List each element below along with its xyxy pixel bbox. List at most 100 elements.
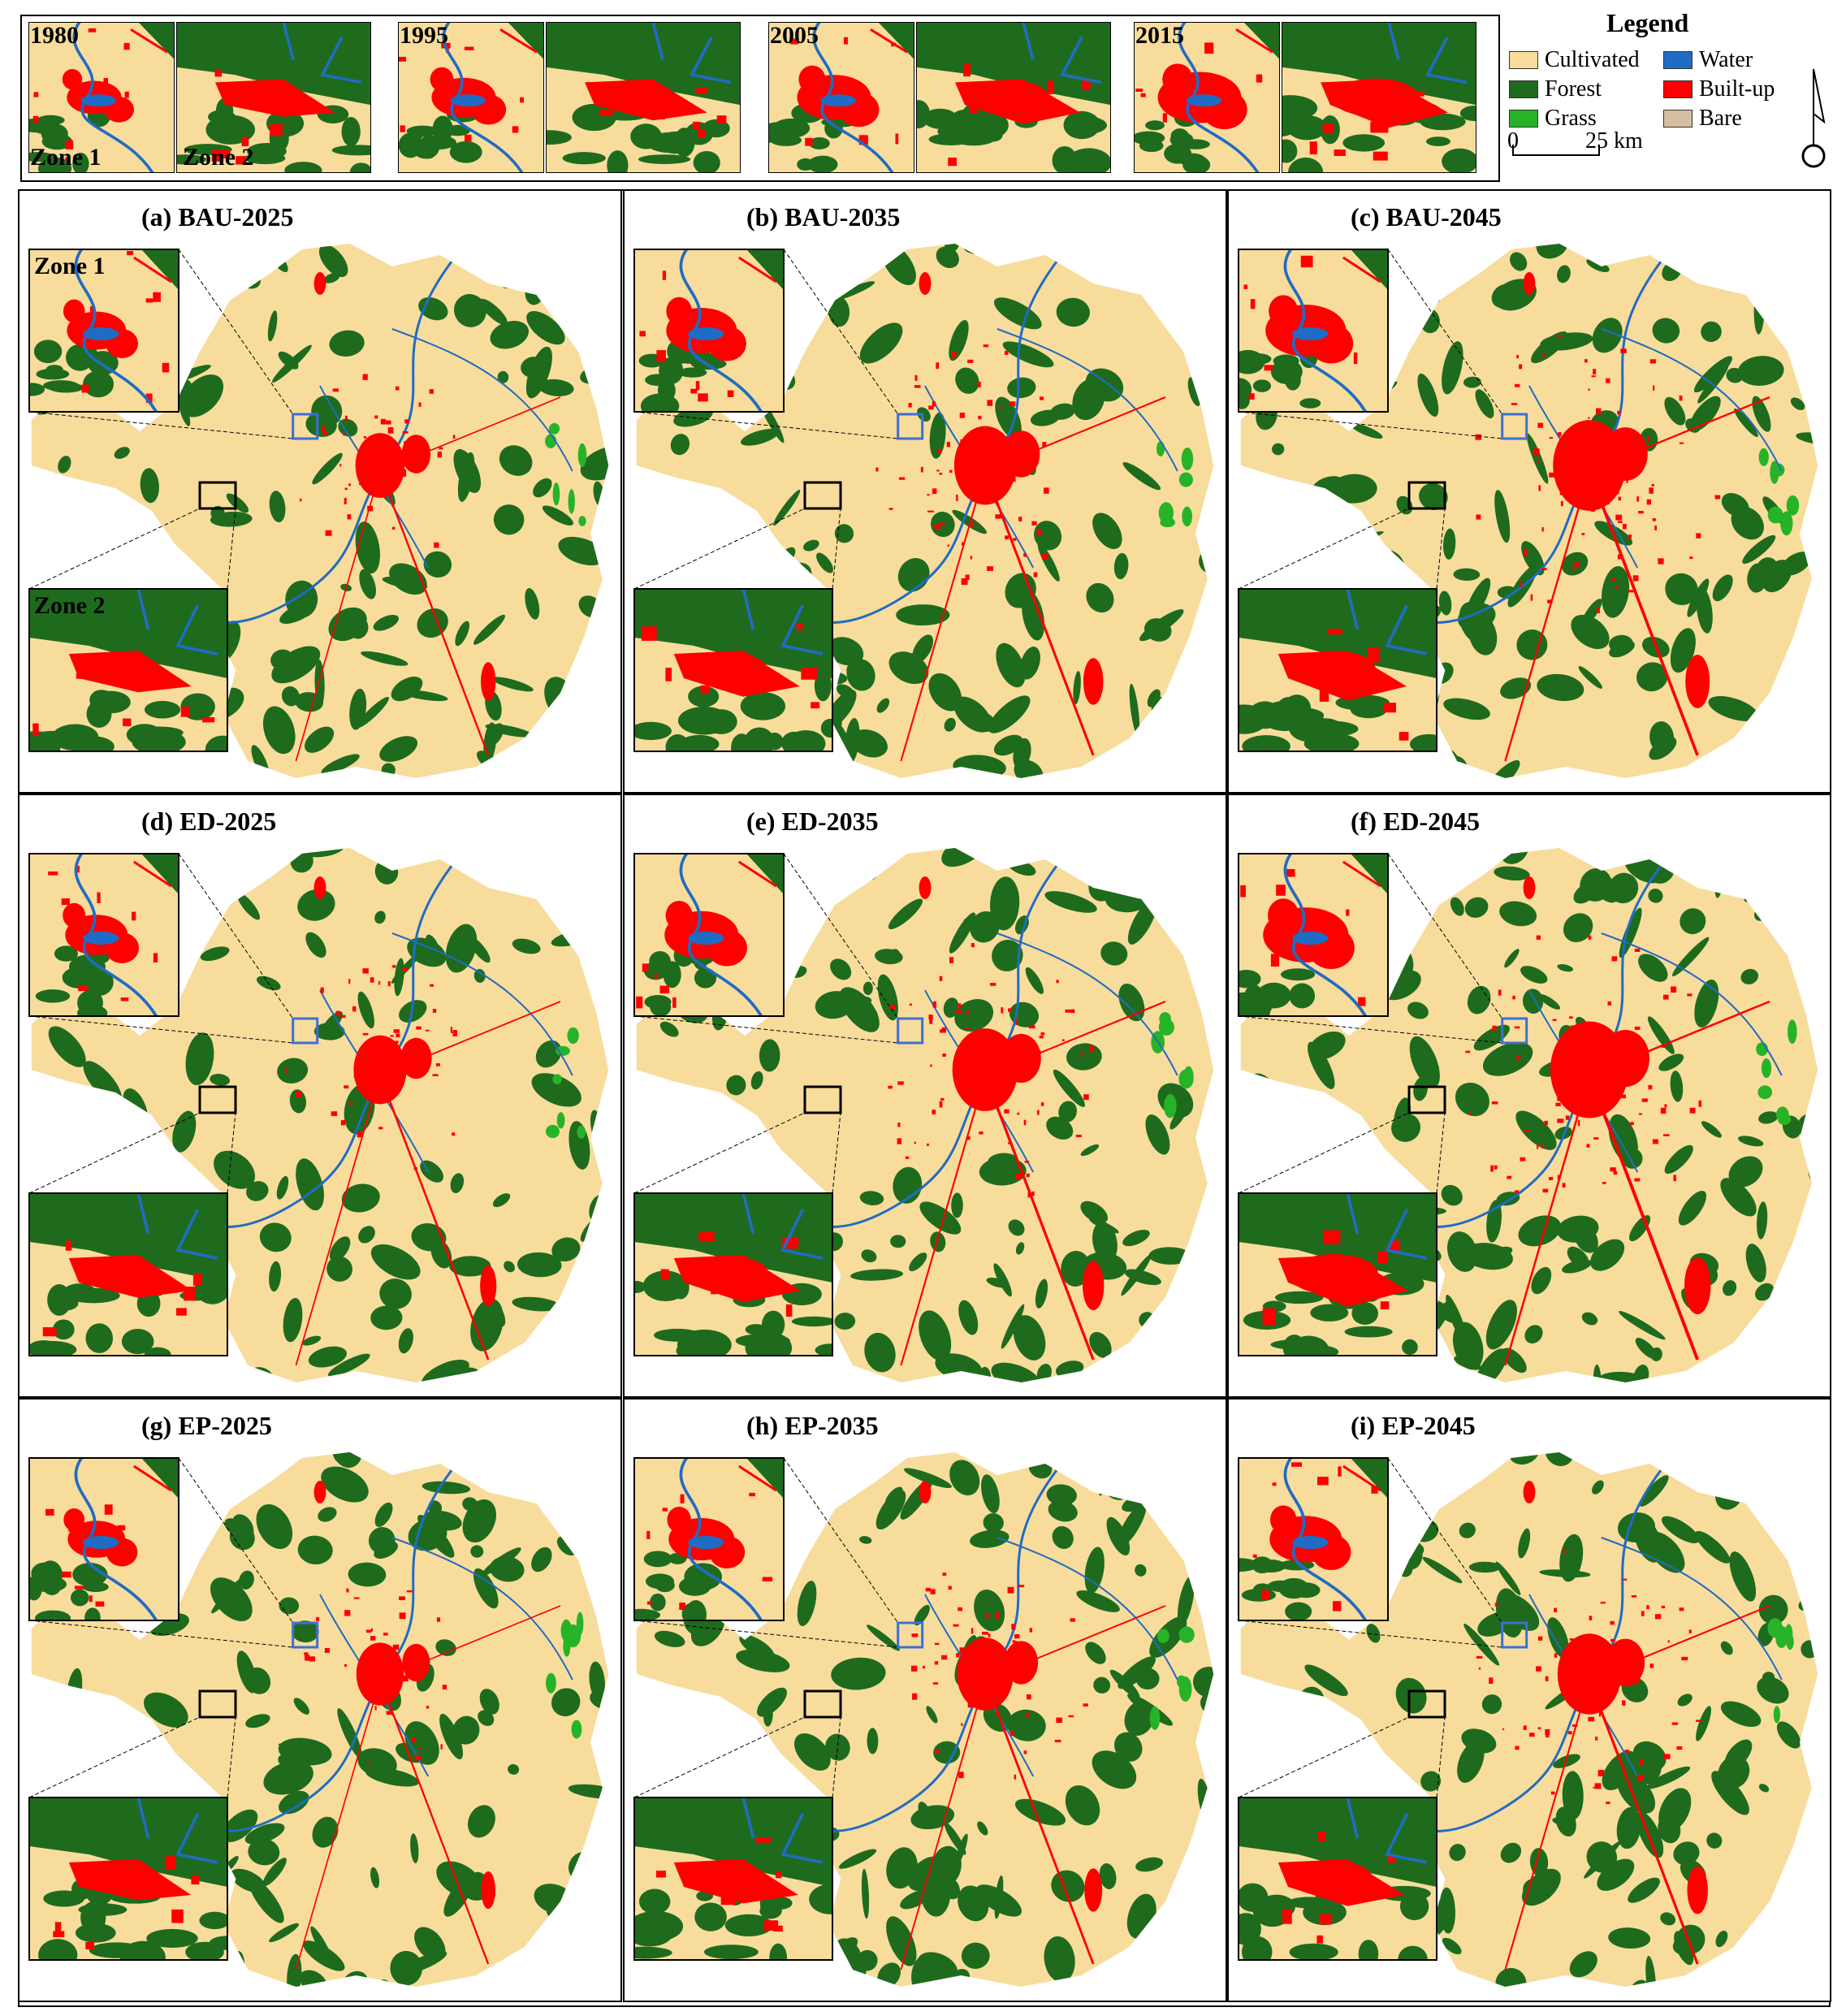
zone2-inset-map (1239, 1798, 1437, 1960)
scenario-land-use-map (633, 1452, 1214, 1987)
scenario-map-title: (h) EP-2035 (746, 1411, 879, 1440)
zone1-locator-box (292, 413, 319, 440)
historical-year-label: 2005 (770, 22, 819, 49)
scenario-map-panel: (c) BAU-2045 (1227, 189, 1831, 794)
scenario-land-use-map (28, 1452, 609, 1987)
scenario-map-title: (a) BAU-2025 (141, 202, 294, 231)
zone1-historical-map (768, 22, 914, 173)
zone2-inset-map (29, 589, 227, 751)
zone1-locator-box (1501, 1621, 1528, 1649)
legend-item-cultivated: Cultivated (1509, 47, 1640, 73)
historical-year-label: 1980 (30, 22, 79, 49)
historical-panel-2015: 2015 (1134, 22, 1476, 173)
zone2-locator-box (1407, 481, 1446, 510)
legend-label: Built-up (1699, 76, 1775, 102)
zone2-label: Zone 2 (183, 144, 254, 171)
zone2-inset-map (634, 1193, 832, 1356)
zone1-inset-map (29, 1458, 179, 1620)
legend-label: Water (1699, 47, 1753, 72)
zone2-inset-map (29, 1798, 227, 1960)
zone2-historical-map (546, 22, 741, 173)
zone1-inset-map (1239, 1458, 1388, 1620)
scale-bar-line (1512, 145, 1600, 156)
zone2-locator-box (1407, 1085, 1446, 1114)
zone1-inset-map (1239, 854, 1388, 1016)
legend-item-water: Water (1663, 47, 1753, 73)
historical-panel-1980: 1980 Zone 1 Zone 2 (28, 22, 371, 173)
scenario-map-panel: (g) EP-2025 (18, 1398, 622, 2002)
legend-swatch-bare (1663, 110, 1693, 128)
scenario-map-panel: (f) ED-2045 (1227, 794, 1831, 1398)
scenario-map-panel: (h) EP-2035 (623, 1398, 1227, 2002)
zone2-inset-map (29, 1193, 227, 1356)
zone2-historical-map (1282, 22, 1476, 173)
historical-panel-1995: 1995 (398, 22, 741, 173)
scenario-map-title: (c) BAU-2045 (1351, 202, 1502, 231)
scale-start-label: 0 (1507, 128, 1519, 154)
scenario-land-use-map (633, 848, 1214, 1382)
zone1-historical-map (28, 22, 175, 173)
zone2-locator-box (803, 1689, 842, 1719)
zone2-locator-box (198, 481, 237, 510)
inset-zone1-label: Zone 1 (34, 253, 106, 279)
scenario-land-use-map (28, 244, 609, 778)
north-arrow-icon (1801, 68, 1826, 168)
scenario-map-title: (f) ED-2045 (1351, 807, 1481, 836)
scenario-map-title: (d) ED-2025 (141, 807, 277, 836)
historical-panel-2005: 2005 (768, 22, 1111, 173)
legend-label: Cultivated (1545, 47, 1640, 72)
legend-item-forest: Forest (1509, 76, 1602, 102)
legend-label: Bare (1699, 106, 1742, 131)
zone1-locator-box (897, 1017, 924, 1045)
scale-bar: 0 25 km (1507, 128, 1688, 179)
zone2-locator-box (803, 481, 842, 510)
zone2-locator-box (198, 1689, 237, 1719)
historical-year-label: 1995 (400, 22, 448, 49)
zone1-locator-box (292, 1621, 319, 1649)
scenario-land-use-map (1238, 848, 1818, 1382)
legend-title: Legend (1606, 8, 1689, 37)
legend-swatch-builtup (1663, 80, 1693, 98)
zone1-inset-map (634, 1458, 784, 1620)
scenario-map-panel: (e) ED-2035 (623, 794, 1227, 1398)
zone2-inset-map (1239, 589, 1437, 751)
scenario-land-use-map (633, 244, 1214, 778)
legend-swatch-cultivated (1509, 51, 1538, 69)
scenario-map-title: (b) BAU-2035 (746, 202, 901, 231)
zone2-inset-map (1239, 1193, 1437, 1356)
zone2-historical-map (176, 22, 371, 173)
legend-swatch-water (1663, 51, 1693, 69)
zone2-locator-box (198, 1085, 237, 1114)
zone1-historical-map (398, 22, 544, 173)
legend-label: Forest (1545, 76, 1602, 102)
scenario-map-panel: (a) BAU-2025 Zone 1 Zone 2 (18, 189, 622, 794)
legend-item-builtup: Built-up (1663, 76, 1775, 102)
zone1-locator-box (292, 1017, 319, 1045)
zone1-inset-map (29, 854, 179, 1016)
zone1-locator-box (897, 1621, 924, 1649)
scenario-map-panel: (b) BAU-2035 (623, 189, 1227, 794)
zone1-locator-box (1501, 1017, 1528, 1045)
legend: Legend Cultivated Water Forest Built-up Gras… (1507, 8, 1842, 179)
scenario-land-use-map (1238, 1452, 1818, 1987)
scenario-map-title: (i) EP-2045 (1351, 1411, 1476, 1440)
legend-swatch-grass (1509, 110, 1538, 128)
zone1-historical-map (1134, 22, 1280, 173)
zone1-inset-map (1239, 249, 1388, 412)
zone1-inset-map (634, 249, 784, 412)
legend-item-bare: Bare (1663, 106, 1742, 132)
legend-label: Grass (1545, 106, 1597, 131)
legend-swatch-forest (1509, 80, 1538, 98)
zone2-inset-map (634, 1798, 832, 1960)
zone1-locator-box (897, 413, 924, 440)
zone2-historical-map (916, 22, 1111, 173)
zone1-locator-box (1501, 413, 1528, 440)
zone2-locator-box (1407, 1689, 1446, 1719)
zone1-inset-map (29, 249, 179, 412)
scenario-land-use-map (28, 848, 609, 1382)
zone1-inset-map (634, 854, 784, 1016)
scenario-map-panel: (i) EP-2045 (1227, 1398, 1831, 2002)
zone2-inset-map (634, 589, 832, 751)
scenario-map-title: (g) EP-2025 (141, 1411, 272, 1440)
scenario-map-title: (e) ED-2035 (746, 807, 879, 836)
